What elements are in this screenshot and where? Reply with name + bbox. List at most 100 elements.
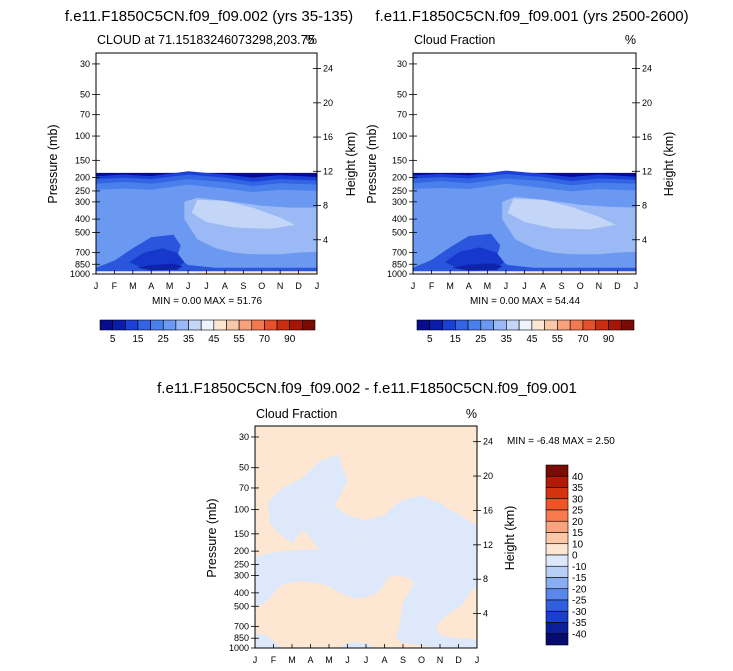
colorbar-label: 35 bbox=[572, 483, 584, 494]
contour-fill bbox=[191, 199, 295, 229]
pressure-axis-label: Pressure (mb) bbox=[365, 124, 379, 203]
height-tick-label: 16 bbox=[642, 132, 652, 142]
month-tick-label: D bbox=[614, 281, 621, 291]
colorbar-swatch bbox=[112, 319, 126, 331]
pressure-tick-label: 500 bbox=[392, 227, 407, 237]
min-max-stats: MIN = 0.00 MAX = 51.76 bbox=[152, 296, 262, 307]
height-tick-label: 12 bbox=[642, 166, 652, 176]
month-tick-label: J bbox=[411, 281, 416, 291]
colorbar: 5 15 25 35 45 55 70 90 bbox=[416, 319, 635, 345]
colorbar: 5 15 25 35 45 55 70 90 bbox=[99, 319, 316, 345]
height-tick-label: 12 bbox=[483, 540, 493, 550]
month-tick-label: D bbox=[295, 281, 302, 291]
pressure-tick-label: 700 bbox=[234, 622, 249, 632]
panel-title: f.e11.F1850C5CN.f09_f09.002 - f.e11.F185… bbox=[157, 380, 577, 397]
colorbar-swatch bbox=[620, 319, 635, 331]
pressure-tick-label: 1000 bbox=[70, 269, 90, 279]
pressure-tick-label: 1000 bbox=[387, 269, 407, 279]
colorbar-swatch bbox=[150, 319, 164, 331]
month-tick-label: M bbox=[325, 655, 333, 665]
month-tick-label: A bbox=[222, 281, 228, 291]
pressure-tick-label: 200 bbox=[234, 546, 249, 556]
colorbar-swatch bbox=[480, 319, 494, 331]
pressure-tick-label: 150 bbox=[75, 155, 90, 165]
contour-fill bbox=[136, 263, 183, 271]
pressure-tick-label: 250 bbox=[234, 560, 249, 570]
pressure-tick-label: 50 bbox=[239, 463, 249, 473]
colorbar-swatch bbox=[545, 565, 569, 578]
pressure-tick-label: 1000 bbox=[229, 643, 249, 653]
colorbar-label: 15 bbox=[572, 528, 584, 539]
cloud-panel-run-002: f.e11.F1850C5CN.f09_f09.002 (yrs 35-135)… bbox=[46, 8, 358, 345]
colorbar-label: -30 bbox=[572, 607, 587, 618]
pressure-tick-label: 30 bbox=[80, 59, 90, 69]
height-tick-label: 20 bbox=[642, 98, 652, 108]
height-axis-label: Height (km) bbox=[344, 132, 358, 197]
month-tick-label: A bbox=[540, 281, 546, 291]
pressure-tick-label: 100 bbox=[234, 504, 249, 514]
pressure-tick-label: 200 bbox=[75, 173, 90, 183]
colorbar-label: 30 bbox=[572, 494, 584, 505]
colorbar-swatch bbox=[545, 554, 569, 567]
height-tick-label: 8 bbox=[323, 201, 328, 211]
pressure-tick-label: 700 bbox=[392, 248, 407, 258]
pressure-tick-label: 250 bbox=[75, 186, 90, 196]
pressure-tick-label: 500 bbox=[234, 601, 249, 611]
colorbar-label: -25 bbox=[572, 596, 587, 607]
colorbar-swatch bbox=[545, 498, 569, 511]
colorbar-label: 70 bbox=[577, 334, 589, 345]
colorbar-swatch bbox=[545, 464, 569, 477]
colorbar-swatch bbox=[545, 633, 569, 646]
month-tick-label: M bbox=[288, 655, 296, 665]
month-tick-label: J bbox=[364, 655, 369, 665]
pressure-axis-label: Pressure (mb) bbox=[46, 124, 60, 203]
colorbar-label: 20 bbox=[572, 517, 584, 528]
height-tick-labels: 24 20 16 12 8 4 bbox=[632, 64, 652, 245]
colorbar-label: 25 bbox=[572, 506, 584, 517]
pressure-tick-label: 50 bbox=[397, 90, 407, 100]
colorbar-label: 5 bbox=[110, 334, 116, 345]
colorbar-swatch bbox=[467, 319, 482, 331]
month-tick-label: O bbox=[418, 655, 425, 665]
pressure-tick-label: 400 bbox=[75, 214, 90, 224]
panel-units-label: % bbox=[625, 33, 636, 47]
month-tick-label: S bbox=[240, 281, 246, 291]
colorbar-swatch bbox=[264, 319, 278, 331]
colorbar-swatch bbox=[162, 319, 177, 331]
colorbar-swatch bbox=[454, 319, 469, 331]
month-tick-label: J bbox=[475, 655, 480, 665]
panel-left-label: CLOUD at 71.15183246073298,203.75 bbox=[97, 33, 315, 47]
pressure-tick-label: 200 bbox=[392, 173, 407, 183]
colorbar-label: 15 bbox=[450, 334, 462, 345]
cloud-panel-run-001: f.e11.F1850C5CN.f09_f09.001 (yrs 2500-26… bbox=[365, 8, 689, 345]
colorbar-label: 0 bbox=[572, 551, 578, 562]
height-axis-label: Height (km) bbox=[662, 132, 676, 197]
month-tick-label: J bbox=[345, 655, 350, 665]
cloud-difference-panel: f.e11.F1850C5CN.f09_f09.002 - f.e11.F185… bbox=[157, 380, 615, 665]
month-tick-label: J bbox=[634, 281, 639, 291]
contour-fill bbox=[267, 454, 348, 544]
colorbar-swatch bbox=[442, 319, 456, 331]
month-tick-label: S bbox=[559, 281, 565, 291]
colorbar-swatch bbox=[429, 319, 443, 331]
colorbar-swatch bbox=[545, 475, 569, 488]
month-tick-label: F bbox=[429, 281, 435, 291]
colorbar-swatch bbox=[124, 319, 139, 331]
month-tick-label: J bbox=[186, 281, 191, 291]
panel-units-label: % bbox=[306, 33, 317, 47]
height-tick-label: 8 bbox=[642, 201, 647, 211]
pressure-tick-label: 850 bbox=[234, 633, 249, 643]
colorbar-swatch bbox=[545, 588, 569, 601]
contour-plot-area bbox=[95, 52, 318, 275]
colorbar-swatch bbox=[557, 319, 571, 331]
month-tick-label: J bbox=[253, 655, 258, 665]
month-tick-label: M bbox=[484, 281, 492, 291]
pressure-tick-label: 150 bbox=[392, 155, 407, 165]
colorbar-swatch bbox=[226, 319, 240, 331]
pressure-tick-label: 70 bbox=[239, 483, 249, 493]
colorbar-label: 25 bbox=[475, 334, 487, 345]
pressure-tick-label: 100 bbox=[392, 131, 407, 141]
